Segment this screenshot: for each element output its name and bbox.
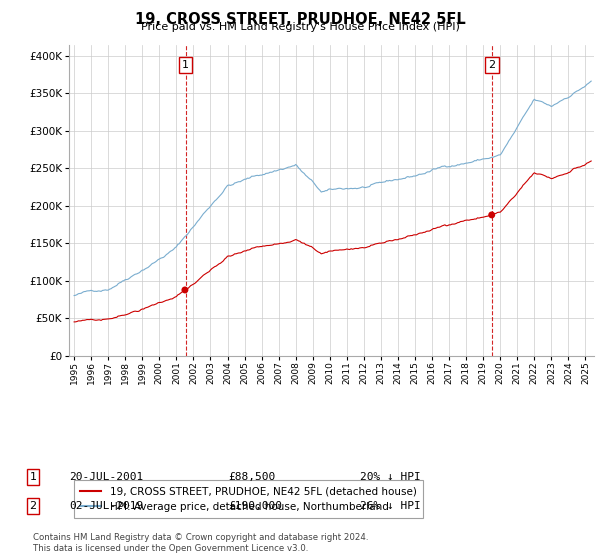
Text: 20% ↓ HPI: 20% ↓ HPI [360, 472, 421, 482]
Text: £88,500: £88,500 [228, 472, 275, 482]
Text: 02-JUL-2019: 02-JUL-2019 [69, 501, 143, 511]
Text: 2: 2 [29, 501, 37, 511]
Text: Contains HM Land Registry data © Crown copyright and database right 2024.
This d: Contains HM Land Registry data © Crown c… [33, 533, 368, 553]
Text: Price paid vs. HM Land Registry's House Price Index (HPI): Price paid vs. HM Land Registry's House … [140, 22, 460, 32]
Text: 1: 1 [29, 472, 37, 482]
Text: 26% ↓ HPI: 26% ↓ HPI [360, 501, 421, 511]
Legend: 19, CROSS STREET, PRUDHOE, NE42 5FL (detached house), HPI: Average price, detach: 19, CROSS STREET, PRUDHOE, NE42 5FL (det… [74, 480, 423, 518]
Text: 20-JUL-2001: 20-JUL-2001 [69, 472, 143, 482]
Text: 2: 2 [488, 60, 495, 70]
Point [487, 211, 497, 220]
Text: £190,000: £190,000 [228, 501, 282, 511]
Point [180, 286, 190, 295]
Text: 19, CROSS STREET, PRUDHOE, NE42 5FL: 19, CROSS STREET, PRUDHOE, NE42 5FL [134, 12, 466, 27]
Text: 1: 1 [182, 60, 189, 70]
